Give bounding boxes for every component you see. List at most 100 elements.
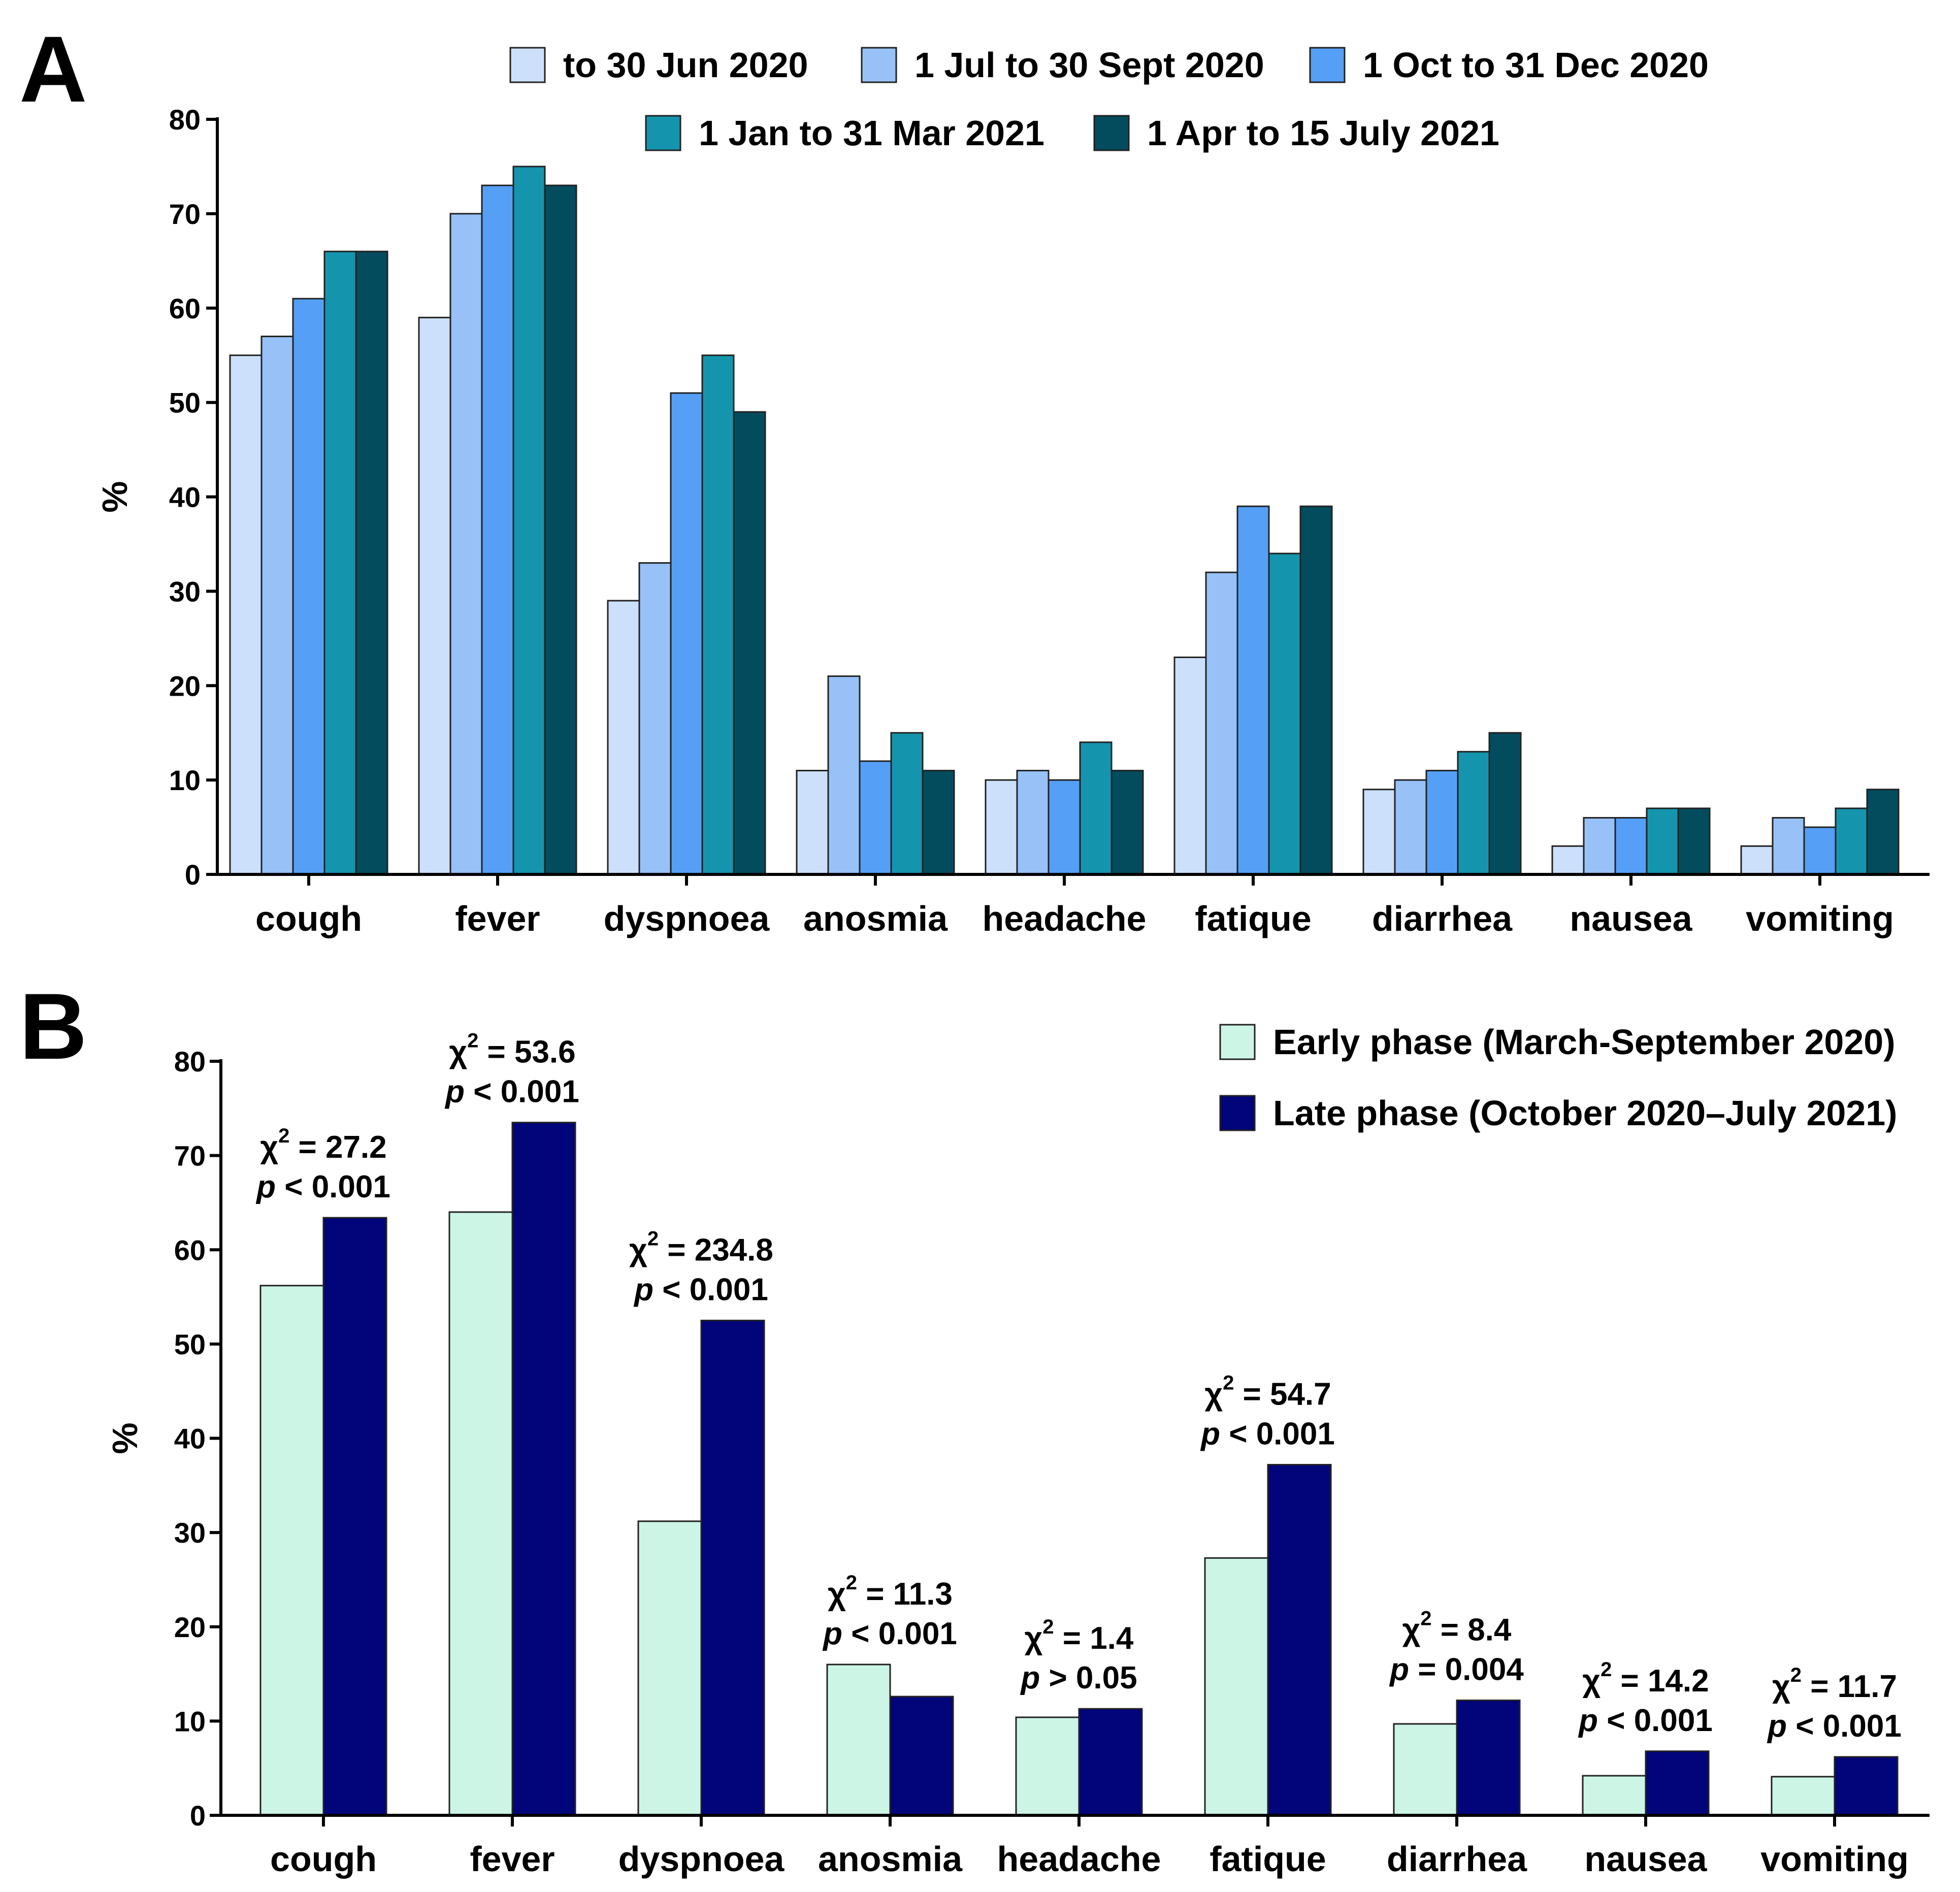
bar-anosmia-series-2: [889, 1695, 954, 1816]
annotation-p-fatique: p < 0.001: [1200, 1416, 1335, 1451]
panel-b-letter: B: [19, 974, 87, 1079]
y-tick-label-10: 10: [174, 1705, 206, 1737]
p-symbol: p: [1389, 1652, 1409, 1687]
bar-diarrhea-series-4: [1457, 751, 1490, 875]
bar-fatique-series-5: [1299, 505, 1333, 875]
y-axis-label: %: [105, 1422, 145, 1454]
bar-cough-series-1: [229, 354, 263, 875]
chi-value: = 53.6: [478, 1035, 575, 1070]
annotation-p-cough: p < 0.001: [255, 1169, 390, 1204]
y-tick-label-70: 70: [174, 1140, 206, 1172]
annotation-p-diarrhea: p = 0.004: [1389, 1652, 1524, 1687]
p-value: < 0.001: [654, 1272, 768, 1307]
x-tick-label-nausea: nausea: [1570, 899, 1692, 938]
bar-fever-series-2: [511, 1122, 576, 1816]
bar-headache-series-1: [985, 779, 1018, 875]
x-tick-label-headache: headache: [997, 1839, 1161, 1879]
chi-exponent: 2: [278, 1125, 289, 1147]
y-tick-label-10: 10: [169, 764, 201, 796]
bar-fatique-series-2: [1205, 571, 1238, 875]
bar-cough-series-2: [260, 336, 294, 875]
bar-dyspnoea-series-4: [701, 354, 735, 875]
chi-exponent: 2: [1042, 1616, 1054, 1638]
x-tick-label-anosmia: anosmia: [818, 1839, 963, 1879]
bar-fever-series-5: [544, 184, 577, 875]
bar-diarrhea-series-3: [1425, 770, 1459, 875]
annotation-chi-fatique: χ2 = 54.7: [1204, 1372, 1331, 1412]
bar-fever-series-3: [481, 184, 514, 875]
bar-fever-series-1: [418, 316, 451, 875]
chi-value: = 54.7: [1234, 1377, 1331, 1412]
chi-value: = 234.8: [659, 1232, 773, 1267]
bar-vomiting-series-5: [1866, 789, 1900, 875]
bar-diarrhea-series-2: [1456, 1700, 1521, 1816]
y-tick-label-60: 60: [174, 1234, 206, 1266]
bar-nausea-series-4: [1646, 807, 1679, 875]
bar-nausea-series-5: [1677, 807, 1711, 875]
y-tick-label-60: 60: [169, 292, 201, 324]
legend-swatch-5: [1093, 115, 1130, 151]
legend-label-5: 1 Apr to 15 July 2021: [1147, 113, 1499, 153]
y-tick-label-0: 0: [190, 1800, 206, 1832]
annotation-chi-dyspnoea: χ2 = 234.8: [629, 1227, 773, 1267]
bar-headache-series-1: [1015, 1716, 1080, 1816]
bar-fatique-series-1: [1173, 656, 1207, 875]
y-tick-label-80: 80: [169, 104, 201, 136]
panel-a: A to 30 Jun 2020 1 Jul to 30 Sept 2020 1 O…: [19, 17, 1930, 938]
bar-nausea-series-2: [1583, 817, 1616, 875]
p-value: > 0.05: [1040, 1660, 1137, 1695]
bar-headache-series-4: [1079, 741, 1113, 875]
chi-exponent: 2: [1223, 1372, 1234, 1394]
legend-swatch-3: [1309, 47, 1346, 83]
chi-symbol: χ: [1204, 1377, 1223, 1412]
x-tick-label-anosmia: anosmia: [803, 899, 948, 938]
x-tick-label-vomiting: vomiting: [1760, 1839, 1909, 1879]
chi-exponent: 2: [1790, 1664, 1802, 1686]
bar-headache-series-3: [1048, 779, 1081, 875]
annotation-p-dyspnoea: p < 0.001: [633, 1272, 768, 1307]
p-value: < 0.001: [276, 1169, 390, 1204]
y-tick-label-50: 50: [169, 387, 201, 419]
chi-symbol: χ: [629, 1232, 647, 1267]
bar-fatique-series-3: [1236, 505, 1270, 875]
bar-vomiting-series-1: [1771, 1776, 1836, 1816]
bar-vomiting-series-2: [1772, 817, 1805, 875]
chi-symbol: χ: [1772, 1669, 1790, 1704]
y-tick-label-40: 40: [174, 1423, 206, 1455]
bar-dyspnoea-series-3: [670, 392, 703, 875]
annotation-p-fever: p < 0.001: [444, 1074, 579, 1110]
bar-vomiting-series-2: [1834, 1756, 1899, 1816]
bar-dyspnoea-series-1: [637, 1520, 702, 1816]
chi-value: = 27.2: [289, 1130, 386, 1165]
annotation-chi-fever: χ2 = 53.6: [449, 1030, 575, 1070]
bar-vomiting-series-1: [1740, 845, 1774, 875]
bar-cough-series-4: [323, 250, 357, 875]
annotation-p-nausea: p < 0.001: [1578, 1703, 1713, 1738]
bar-anosmia-series-5: [922, 770, 955, 875]
bar-fever-series-1: [448, 1211, 513, 1816]
bar-nausea-series-1: [1551, 845, 1585, 875]
panel-b: B Early phase (March-September 2020) Late…: [19, 974, 1930, 1879]
y-tick-label-30: 30: [169, 575, 201, 607]
p-symbol: p: [1767, 1709, 1787, 1744]
x-tick-label-diarrhea: diarrhea: [1387, 1839, 1527, 1879]
chi-symbol: χ: [260, 1130, 278, 1165]
bar-fatique-series-4: [1268, 552, 1301, 875]
bar-nausea-series-2: [1645, 1750, 1710, 1816]
chi-value: = 8.4: [1432, 1613, 1512, 1648]
p-symbol: p: [822, 1616, 842, 1651]
y-axis-label: %: [95, 481, 135, 512]
annotation-p-anosmia: p < 0.001: [822, 1616, 957, 1651]
x-tick-label-fever: fever: [455, 899, 540, 938]
bar-nausea-series-3: [1614, 817, 1648, 875]
p-symbol: p: [1020, 1660, 1040, 1695]
legend-swatch-4: [645, 115, 681, 151]
legend-swatch-1: [1219, 1024, 1256, 1060]
y-tick-label-50: 50: [174, 1328, 206, 1360]
bar-cough-series-1: [259, 1285, 324, 1816]
y-tick-label-20: 20: [169, 670, 201, 702]
annotation-chi-diarrhea: χ2 = 8.4: [1402, 1608, 1512, 1648]
p-value: < 0.001: [465, 1074, 579, 1110]
